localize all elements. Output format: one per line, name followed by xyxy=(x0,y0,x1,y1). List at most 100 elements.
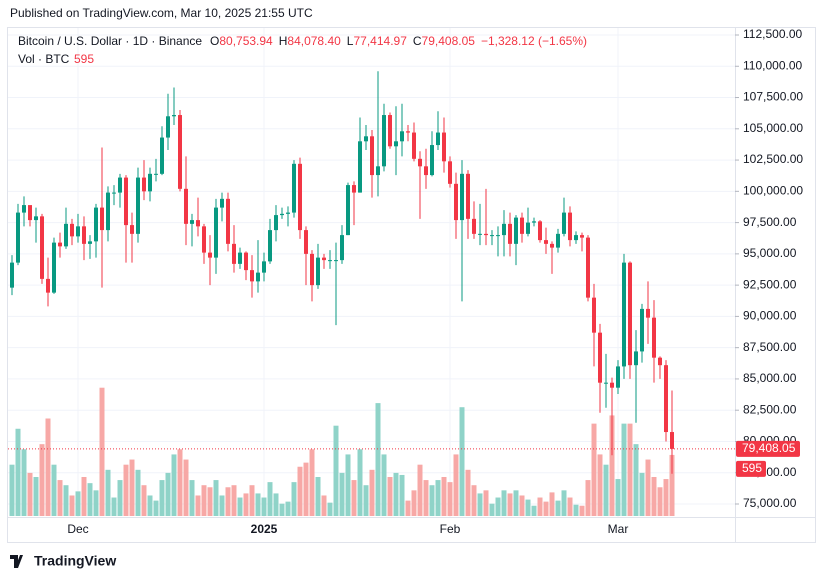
volume-bar xyxy=(177,449,183,516)
candle-body xyxy=(340,235,344,261)
candle-body xyxy=(10,262,14,288)
candle-body xyxy=(118,177,122,193)
volume-bar xyxy=(171,454,177,516)
volume-bar xyxy=(657,487,663,516)
volume-bar xyxy=(561,490,567,516)
volume-bar xyxy=(237,497,243,516)
volume-bar xyxy=(63,485,69,516)
candle-body xyxy=(646,308,650,318)
y-tick-label: 97,500.00 xyxy=(743,215,797,229)
volume-bar xyxy=(135,469,141,516)
candle-body xyxy=(346,185,350,236)
candle-body xyxy=(70,223,74,237)
volume-bar xyxy=(567,497,573,516)
candle-body xyxy=(592,297,596,333)
candle-body xyxy=(190,220,194,224)
candle-body xyxy=(82,226,86,244)
volume-bar xyxy=(609,415,615,516)
candle-body xyxy=(28,205,32,221)
volume-bar xyxy=(33,477,39,516)
volume-bar xyxy=(261,497,267,516)
volume-bar xyxy=(141,485,147,516)
candle-body xyxy=(298,163,302,231)
last-price-tag xyxy=(736,440,800,457)
volume-bar xyxy=(321,495,327,516)
volume-bar xyxy=(243,493,249,516)
price-axis: 75,000.0077,500.0080,000.0082,500.0085,0… xyxy=(735,27,803,510)
volume-bar xyxy=(381,454,387,516)
symbol-title: Bitcoin / U.S. Dollar · 1D · Binance xyxy=(18,34,202,48)
candle-body xyxy=(418,158,422,167)
candle-body xyxy=(652,317,656,358)
volume-bar xyxy=(543,501,549,516)
y-tick-label: 75,000.00 xyxy=(743,496,797,510)
volume-bar xyxy=(273,493,279,516)
candle-body xyxy=(376,166,380,176)
candle-body xyxy=(304,230,308,254)
candle-body xyxy=(466,173,470,219)
y-tick-label: 105,000.00 xyxy=(743,121,803,135)
volume-bar xyxy=(465,469,471,516)
candle-body xyxy=(442,132,446,162)
candle-body xyxy=(370,136,374,176)
volume-bar xyxy=(303,462,309,516)
candle-body xyxy=(628,262,632,366)
volume-bar xyxy=(453,454,459,516)
candle-body xyxy=(400,131,404,142)
candle-body xyxy=(124,177,128,226)
volume-bar xyxy=(417,464,423,516)
change: −1,328.12 (−1.65%) xyxy=(481,34,587,48)
candle-body xyxy=(64,223,68,247)
volume-bar xyxy=(633,444,639,516)
candle-body xyxy=(364,136,368,142)
volume-bar xyxy=(315,477,321,516)
last-price-label: 79,408.05 xyxy=(742,441,796,455)
candle-body xyxy=(154,173,158,175)
y-tick-label: 90,000.00 xyxy=(743,309,797,323)
volume-bar xyxy=(213,480,219,516)
candle-body xyxy=(568,212,572,241)
volume-bar xyxy=(627,423,633,516)
last-volume-label: 595 xyxy=(742,461,762,475)
x-tick-label: Dec xyxy=(67,522,88,536)
candle-body xyxy=(148,173,152,192)
candle-body xyxy=(76,226,80,237)
y-tick-label: 92,500.00 xyxy=(743,277,797,291)
candle-body xyxy=(208,252,212,258)
y-tick-label: 87,500.00 xyxy=(743,340,797,354)
candle-body xyxy=(640,308,644,352)
volume-bar xyxy=(669,454,675,516)
volume-bar xyxy=(357,449,363,516)
candle-body xyxy=(448,161,452,184)
volume-bar xyxy=(393,472,399,516)
volume-bar xyxy=(99,387,105,516)
candle-body xyxy=(580,235,584,238)
candle-body xyxy=(430,145,434,176)
volume-title: Vol · BTC xyxy=(18,52,70,66)
candle-body xyxy=(166,116,170,138)
candle-body xyxy=(394,141,398,147)
x-tick-label: 2025 xyxy=(251,522,278,536)
volume-bar xyxy=(549,492,555,516)
volume-bar xyxy=(153,500,159,516)
candle-body xyxy=(184,188,188,224)
y-tick-label: 112,500.00 xyxy=(743,27,802,41)
volume-bar xyxy=(81,477,87,516)
volume-bar xyxy=(21,449,27,516)
candle-body xyxy=(178,115,182,189)
volume-bar xyxy=(375,403,381,516)
volume-bar xyxy=(423,480,429,516)
candle-body xyxy=(670,432,674,449)
candle-body xyxy=(268,230,272,262)
candle-body xyxy=(610,382,614,388)
y-tick-label: 100,000.00 xyxy=(743,184,803,198)
candle-body xyxy=(292,163,296,213)
ohlc-value: 84,078.40 xyxy=(287,34,341,48)
volume-bar xyxy=(459,407,465,516)
y-tick-label: 107,500.00 xyxy=(743,90,803,104)
candle-body xyxy=(106,192,110,231)
candle-body xyxy=(316,257,320,286)
volume-bar xyxy=(495,497,501,516)
candle-body xyxy=(472,218,476,234)
grid xyxy=(8,28,735,517)
